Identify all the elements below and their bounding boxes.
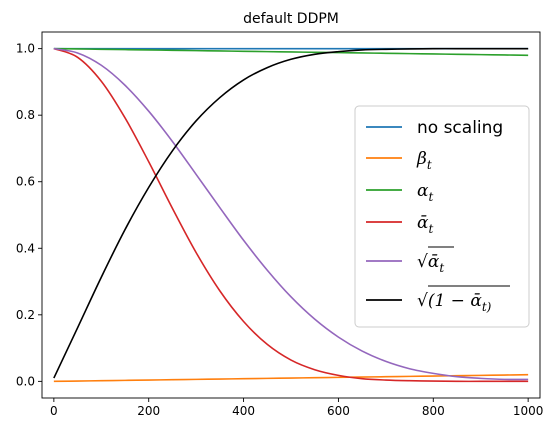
x-tick-label: 200 [137, 404, 160, 418]
series-line-3 [53, 47, 529, 383]
x-tick-label: 0 [50, 404, 58, 418]
x-tick-label: 1000 [513, 404, 544, 418]
legend-label-5: √(1 − ᾱt)​ [417, 291, 492, 314]
series-line-5 [53, 47, 529, 379]
legend-label-4: √ᾱt​ [417, 252, 444, 275]
y-tick-label: 0.0 [16, 374, 35, 388]
y-tick-label: 0.8 [16, 108, 35, 122]
plot-frame [41, 31, 541, 399]
axes-layer: 0 200 400 600 800 1000 0.0 0.2 0.4 0.6 0.8 1.0 [16, 42, 544, 418]
chart-title: default DDPM [243, 11, 339, 27]
series-line-4 [53, 47, 529, 381]
y-tick-label: 0.6 [16, 175, 35, 189]
legend-label-0: no scaling [417, 118, 503, 138]
y-tick-label: 0.2 [16, 308, 35, 322]
x-tick-label: 800 [422, 404, 445, 418]
series-line-1 [53, 373, 529, 383]
y-tick-label: 0.4 [16, 241, 35, 255]
plot-border [41, 31, 541, 399]
series-line-2 [53, 47, 529, 57]
legend-box [354, 105, 530, 328]
x-tick-label: 600 [327, 404, 350, 418]
x-tick-label: 400 [232, 404, 255, 418]
series-layer [53, 47, 529, 383]
y-tick-label: 1.0 [16, 42, 35, 56]
